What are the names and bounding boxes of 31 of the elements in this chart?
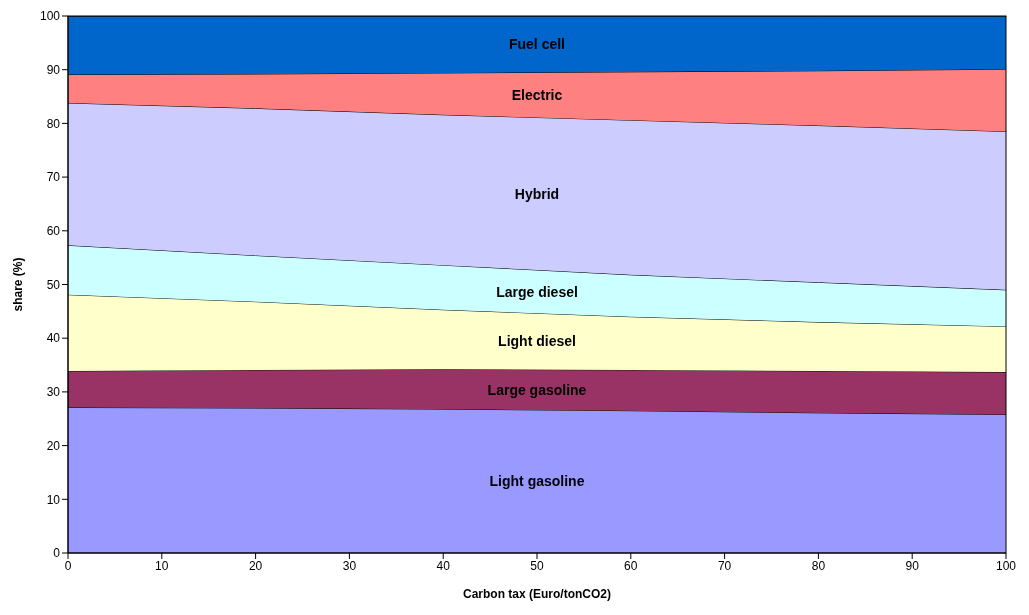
series-label: Hybrid xyxy=(514,185,560,202)
y-tick-label: 50 xyxy=(46,277,61,292)
y-tick-label: 100 xyxy=(39,9,61,24)
series-label: Fuel cell xyxy=(508,36,566,53)
x-axis-title: Carbon tax (Euro/tonCO2) xyxy=(462,587,612,601)
x-tick-label: 10 xyxy=(155,558,169,573)
series-label: Large gasoline xyxy=(487,381,587,398)
series-label: Light gasoline xyxy=(489,473,585,490)
y-tick-label: 90 xyxy=(46,62,61,77)
x-tick-label: 0 xyxy=(64,558,72,573)
y-tick-label: 60 xyxy=(46,224,61,239)
x-tick-label: 60 xyxy=(624,558,638,573)
y-axis-title: share (%) xyxy=(11,257,26,312)
x-tick-label: 20 xyxy=(248,558,263,573)
x-tick-label: 70 xyxy=(717,558,732,573)
y-tick-label: 70 xyxy=(46,170,61,185)
x-tick-label: 100 xyxy=(995,558,1017,573)
y-tick-label: 20 xyxy=(46,438,61,453)
series-label: Large diesel xyxy=(496,283,578,300)
y-tick-label: 80 xyxy=(46,116,61,131)
series-label: Electric xyxy=(511,86,563,103)
x-tick-label: 80 xyxy=(811,558,826,573)
x-tick-label: 90 xyxy=(905,558,920,573)
x-tick-label: 30 xyxy=(342,558,357,573)
y-tick-label: 10 xyxy=(46,492,61,507)
y-tick-label: 30 xyxy=(46,385,61,400)
y-tick-label: 0 xyxy=(53,546,61,561)
x-tick-label: 50 xyxy=(530,558,544,573)
x-tick-label: 40 xyxy=(436,558,451,573)
y-tick-label: 40 xyxy=(46,331,61,346)
series-label: Light diesel xyxy=(498,333,576,350)
